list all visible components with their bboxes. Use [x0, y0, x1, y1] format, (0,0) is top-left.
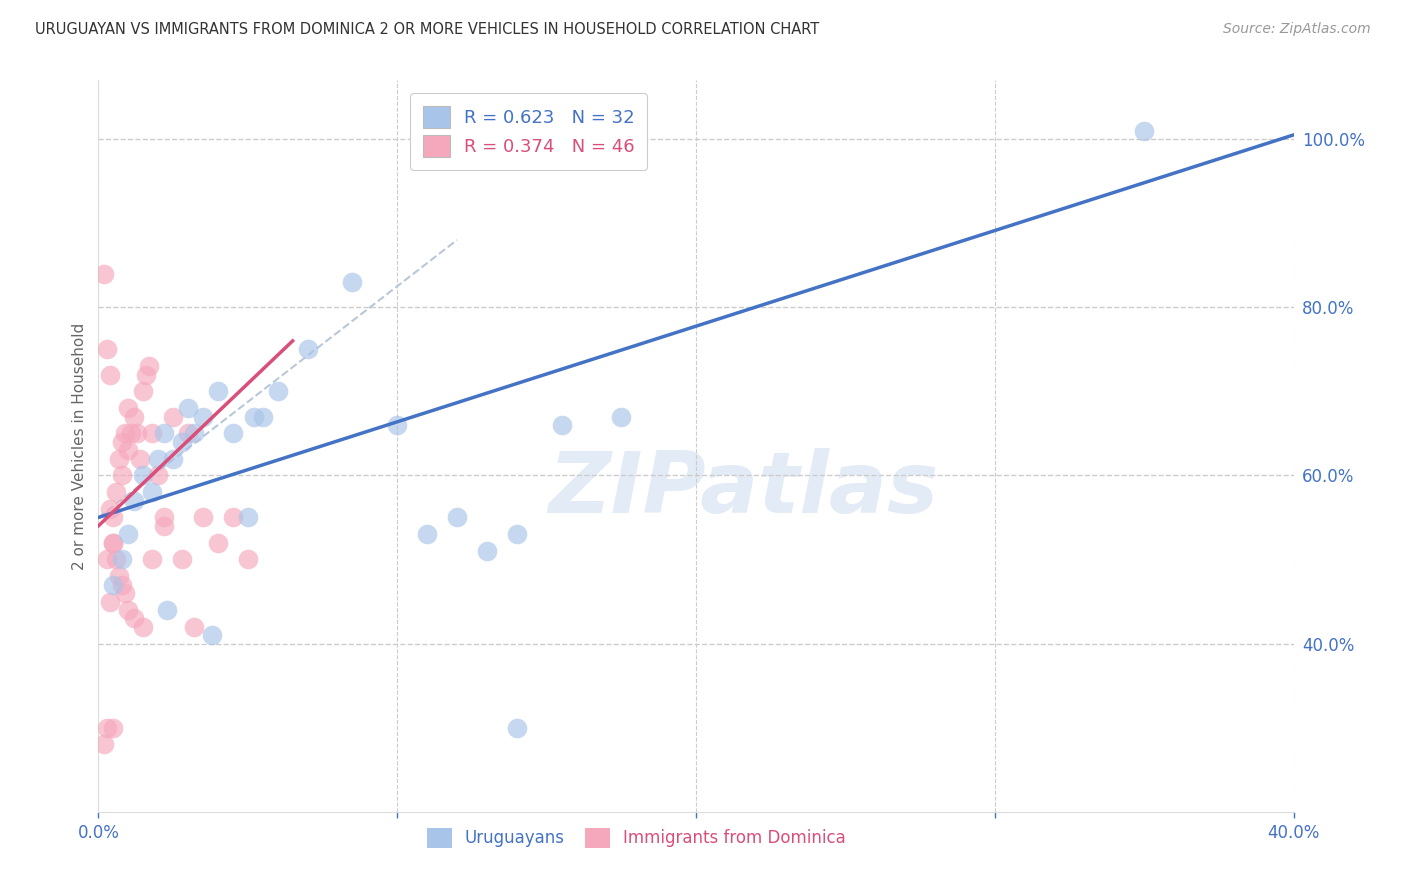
Point — [132, 384, 155, 399]
Point — [120, 426, 142, 441]
Point — [183, 620, 205, 634]
Point — [111, 578, 134, 592]
Point — [222, 510, 245, 524]
Point — [153, 519, 176, 533]
Point — [475, 544, 498, 558]
Point — [141, 552, 163, 566]
Point — [132, 468, 155, 483]
Point — [98, 594, 122, 608]
Point — [506, 527, 529, 541]
Point — [207, 384, 229, 399]
Point — [156, 603, 179, 617]
Point — [96, 343, 118, 357]
Point — [114, 586, 136, 600]
Point — [141, 485, 163, 500]
Y-axis label: 2 or more Vehicles in Household: 2 or more Vehicles in Household — [72, 322, 87, 570]
Point — [138, 359, 160, 373]
Text: Source: ZipAtlas.com: Source: ZipAtlas.com — [1223, 22, 1371, 37]
Point — [148, 451, 170, 466]
Point — [103, 578, 125, 592]
Point — [129, 451, 152, 466]
Point — [550, 417, 572, 432]
Point — [1133, 124, 1156, 138]
Point — [103, 510, 125, 524]
Point — [297, 343, 319, 357]
Point — [141, 426, 163, 441]
Text: URUGUAYAN VS IMMIGRANTS FROM DOMINICA 2 OR MORE VEHICLES IN HOUSEHOLD CORRELATIO: URUGUAYAN VS IMMIGRANTS FROM DOMINICA 2 … — [35, 22, 820, 37]
Point — [124, 611, 146, 625]
Point — [446, 510, 468, 524]
Point — [191, 510, 214, 524]
Point — [252, 409, 274, 424]
Point — [124, 409, 146, 424]
Point — [132, 620, 155, 634]
Point — [96, 552, 118, 566]
Point — [153, 510, 176, 524]
Point — [177, 401, 200, 416]
Point — [162, 409, 184, 424]
Point — [385, 417, 409, 432]
Point — [191, 409, 214, 424]
Text: ZIPatlas: ZIPatlas — [548, 449, 939, 532]
Point — [111, 434, 134, 449]
Point — [103, 535, 125, 549]
Point — [135, 368, 157, 382]
Point — [117, 527, 139, 541]
Point — [93, 267, 115, 281]
Point — [183, 426, 205, 441]
Point — [117, 603, 139, 617]
Point — [127, 426, 149, 441]
Point — [108, 569, 131, 583]
Point — [342, 275, 364, 289]
Point — [177, 426, 200, 441]
Point — [103, 535, 125, 549]
Point — [114, 426, 136, 441]
Point — [105, 485, 128, 500]
Point — [98, 502, 122, 516]
Point — [105, 552, 128, 566]
Point — [117, 443, 139, 458]
Point — [111, 468, 134, 483]
Point — [236, 552, 259, 566]
Point — [236, 510, 259, 524]
Point — [103, 721, 125, 735]
Point — [124, 493, 146, 508]
Point — [506, 721, 529, 735]
Point — [117, 401, 139, 416]
Point — [172, 552, 194, 566]
Point — [153, 426, 176, 441]
Point — [201, 628, 224, 642]
Point — [416, 527, 439, 541]
Point — [162, 451, 184, 466]
Point — [222, 426, 245, 441]
Point — [172, 434, 194, 449]
Point — [207, 535, 229, 549]
Point — [267, 384, 290, 399]
Point — [108, 451, 131, 466]
Point — [610, 409, 633, 424]
Point — [148, 468, 170, 483]
Point — [98, 368, 122, 382]
Point — [243, 409, 266, 424]
Point — [96, 721, 118, 735]
Point — [93, 738, 115, 752]
Legend: Uruguayans, Immigrants from Dominica: Uruguayans, Immigrants from Dominica — [420, 821, 852, 855]
Point — [111, 552, 134, 566]
